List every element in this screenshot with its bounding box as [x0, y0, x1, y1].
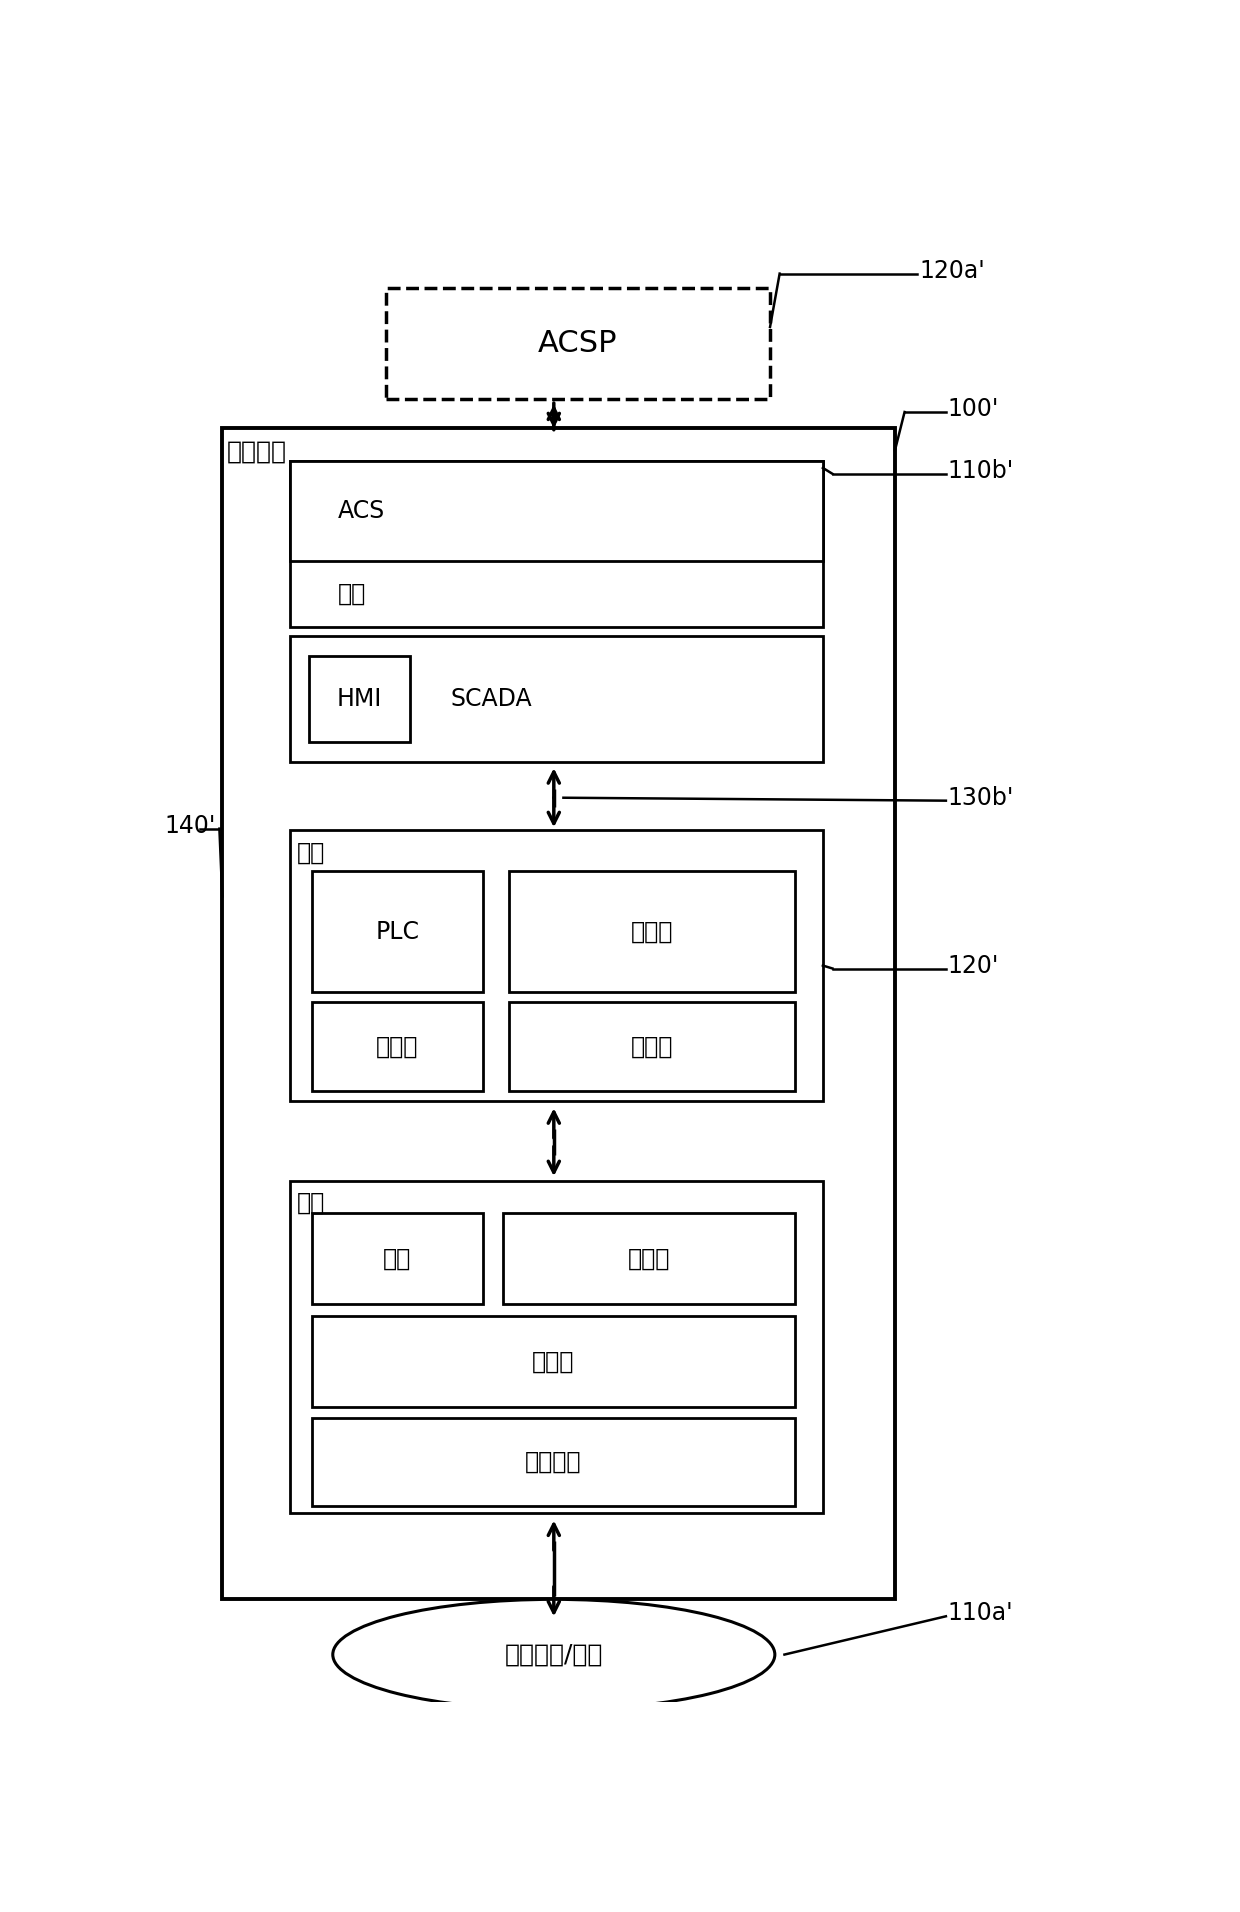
Bar: [311, 1212, 482, 1304]
Text: 120a': 120a': [919, 258, 985, 283]
Bar: [290, 637, 823, 763]
Text: 继电器: 继电器: [376, 1034, 418, 1059]
Text: 下级: 下级: [298, 1191, 325, 1214]
Bar: [508, 1002, 795, 1090]
Text: 仪器: 仪器: [383, 1247, 412, 1271]
Bar: [290, 1180, 823, 1512]
Text: 伺服机构: 伺服机构: [525, 1449, 582, 1474]
Text: 传感器: 传感器: [532, 1350, 574, 1373]
Text: 技术系统: 技术系统: [227, 440, 288, 465]
Bar: [290, 830, 823, 1101]
Bar: [311, 1315, 795, 1407]
Bar: [503, 1212, 795, 1304]
Text: SCADA: SCADA: [450, 686, 532, 711]
Bar: [290, 461, 823, 560]
Text: ACSP: ACSP: [538, 329, 618, 358]
Bar: [386, 289, 770, 400]
Text: 100': 100': [947, 398, 999, 421]
Text: 140': 140': [165, 815, 216, 837]
Bar: [311, 1002, 482, 1090]
Text: 120': 120': [947, 954, 999, 977]
Text: 技术过程/设备: 技术过程/设备: [505, 1642, 603, 1667]
Bar: [222, 428, 895, 1598]
Bar: [309, 656, 409, 742]
Text: PLC: PLC: [376, 920, 419, 945]
Text: 130b': 130b': [947, 786, 1014, 809]
Text: 上级: 上级: [337, 581, 366, 606]
Text: 中级: 中级: [298, 841, 325, 864]
Bar: [311, 1417, 795, 1507]
Bar: [290, 461, 823, 627]
Text: ACS: ACS: [337, 499, 384, 522]
Text: 计数器: 计数器: [631, 1034, 673, 1059]
Text: HMI: HMI: [336, 686, 382, 711]
Text: 传感器: 传感器: [627, 1247, 670, 1271]
Bar: [508, 872, 795, 992]
Text: 调节器: 调节器: [631, 920, 673, 945]
Text: 110a': 110a': [947, 1602, 1013, 1625]
Text: 110b': 110b': [947, 459, 1014, 484]
Bar: [311, 872, 482, 992]
Ellipse shape: [332, 1598, 775, 1709]
